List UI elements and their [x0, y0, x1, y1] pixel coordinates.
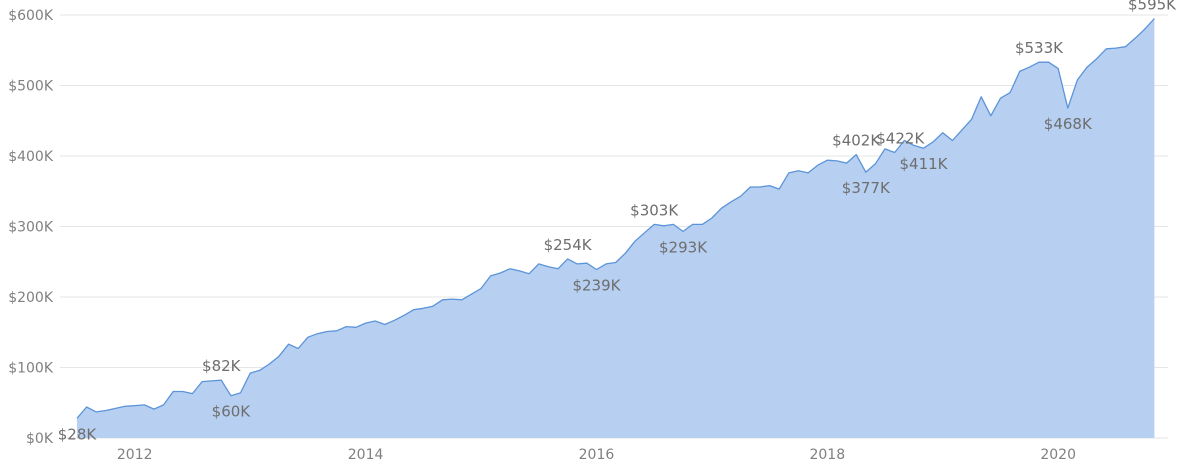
x-tick-label: 2020 [1040, 447, 1076, 463]
x-tick-label: 2012 [117, 447, 153, 463]
data-label: $28K [58, 425, 98, 443]
y-tick-label: $300K [8, 220, 54, 236]
x-tick-label: 2014 [348, 447, 384, 463]
data-label: $82K [202, 357, 242, 375]
y-axis: $0K $100K $200K $300K $400K $500K $600K [8, 8, 54, 447]
y-tick-label: $500K [8, 79, 54, 95]
y-tick-label: $400K [8, 149, 54, 165]
data-label: $468K [1044, 115, 1093, 133]
data-label: $402K [832, 132, 881, 150]
y-tick-label: $0K [26, 431, 54, 447]
data-label: $303K [630, 201, 679, 219]
data-label: $422K [876, 129, 925, 147]
series-line [76, 18, 1155, 419]
data-label: $254K [544, 236, 593, 254]
data-label: $377K [842, 179, 891, 197]
x-tick-label: 2018 [809, 447, 845, 463]
data-label: $239K [572, 277, 621, 295]
x-axis: 2012 2014 2016 2018 2020 [117, 447, 1076, 463]
x-tick-label: 2016 [579, 447, 615, 463]
y-tick-label: $600K [8, 8, 54, 24]
area-fill [77, 18, 1155, 438]
data-labels: $28K $82K $60K $254K $239K $303K $293K $402K $37… [58, 0, 1177, 443]
plot-area [76, 18, 1155, 438]
data-label: $533K [1015, 39, 1064, 57]
data-label: $293K [659, 238, 708, 256]
y-tick-label: $200K [8, 290, 54, 306]
data-label: $595K [1128, 0, 1177, 14]
data-label: $60K [212, 403, 252, 421]
data-label: $411K [900, 155, 949, 173]
y-tick-label: $100K [8, 361, 54, 377]
